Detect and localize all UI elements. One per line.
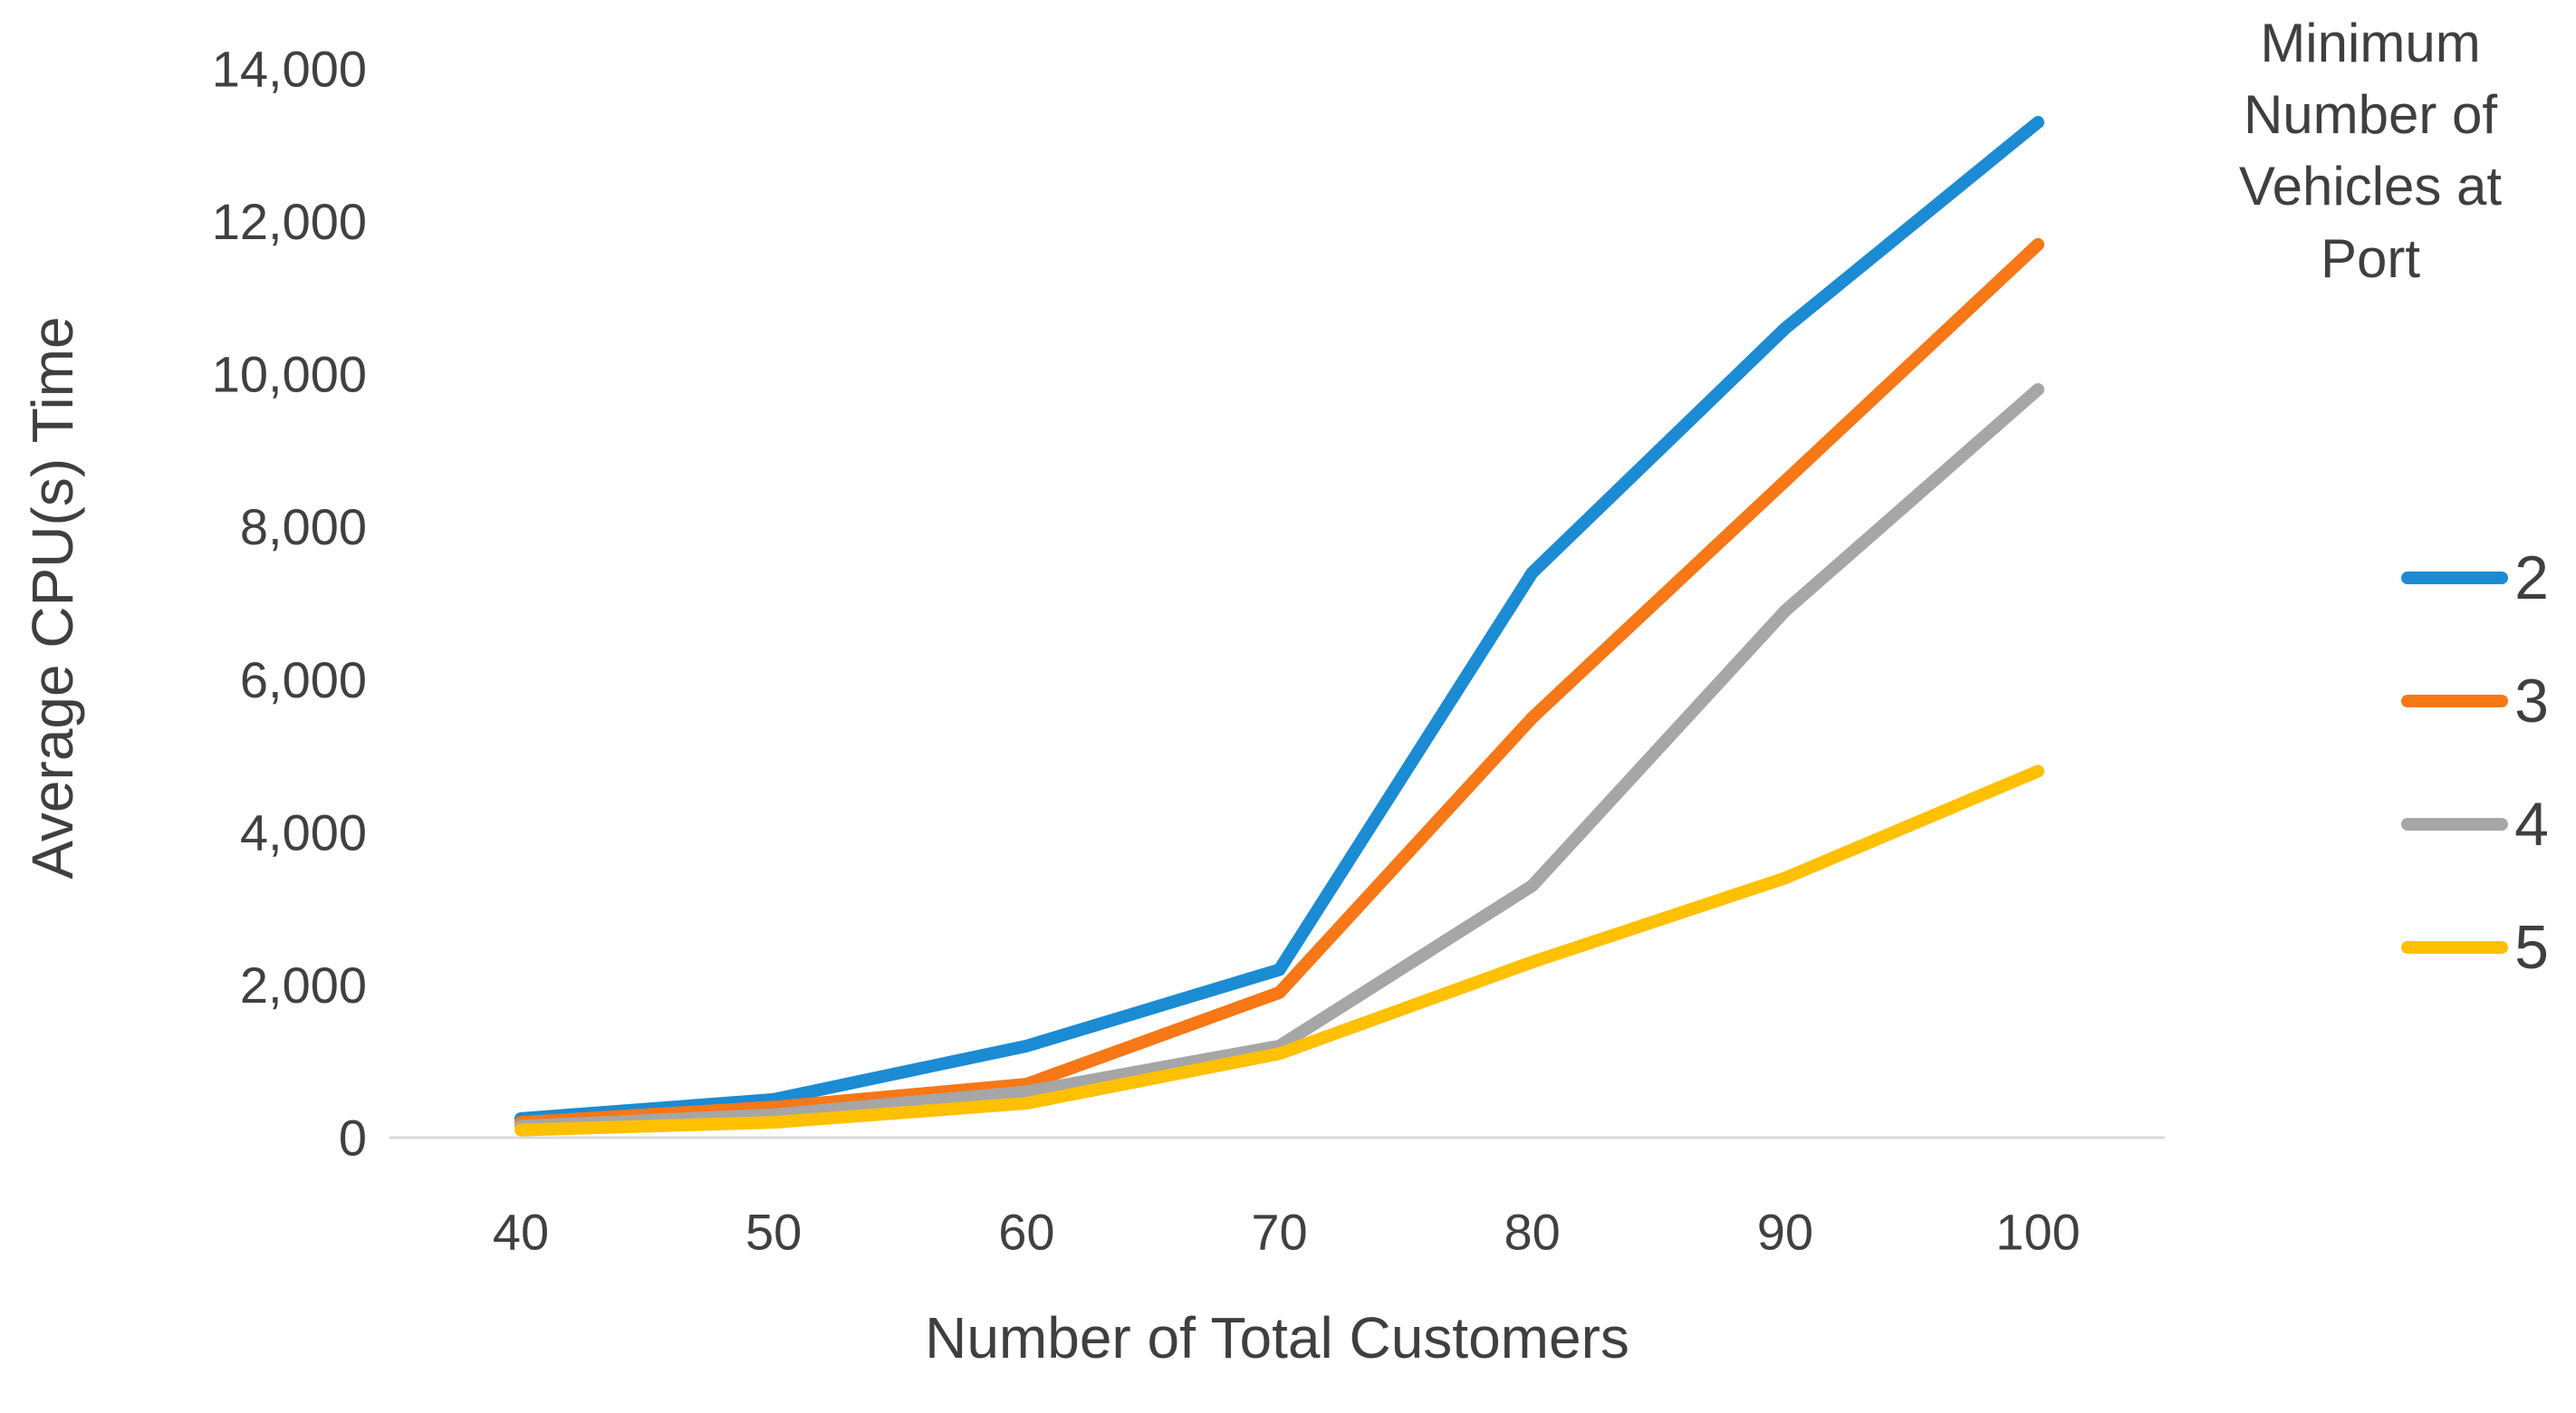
series-line-3 — [514, 237, 2045, 1129]
legend-title-line: Minimum — [2260, 13, 2481, 73]
legend-label: 2 — [2514, 543, 2549, 612]
legend-label: 4 — [2514, 790, 2549, 859]
legend-item-3: 3 — [2165, 639, 2549, 763]
series-line-4 — [514, 383, 2045, 1133]
x-tick-label: 40 — [493, 1204, 549, 1261]
legend-line-swatch — [2401, 572, 2509, 584]
x-axis-title: Number of Total Customers — [925, 1305, 1629, 1370]
legend-title-line: Number of — [2243, 84, 2498, 146]
y-tick-label: 14,000 — [212, 41, 367, 98]
legend-title-line: Vehicles at — [2238, 156, 2503, 217]
legend-line-swatch — [2401, 695, 2509, 707]
y-tick-label: 0 — [339, 1110, 367, 1167]
legend-label: 3 — [2514, 667, 2549, 735]
legend-item-5: 5 — [2165, 886, 2549, 1009]
y-tick-label: 6,000 — [240, 651, 367, 708]
legend-item-4: 4 — [2165, 763, 2549, 886]
y-tick-label: 4,000 — [240, 803, 367, 860]
x-tick-label: 60 — [998, 1204, 1054, 1261]
legend-label: 5 — [2514, 913, 2549, 982]
series-line-2 — [514, 116, 2045, 1125]
x-tick-label: 50 — [745, 1204, 802, 1261]
legend-title-line: Port — [2320, 227, 2421, 289]
x-tick-label: 100 — [1995, 1204, 2080, 1261]
legend-item-2: 2 — [2165, 516, 2549, 639]
x-tick-label: 80 — [1504, 1204, 1561, 1261]
y-tick-label: 12,000 — [212, 193, 367, 250]
y-tick-label: 8,000 — [240, 498, 367, 555]
y-tick-label: 10,000 — [212, 346, 367, 403]
series-line-5 — [514, 764, 2045, 1137]
legend-line-swatch — [2401, 818, 2509, 831]
x-tick-label: 90 — [1757, 1204, 1813, 1261]
legend-title: Minimum Number of Vehicles at Port — [2165, 7, 2576, 294]
legend-line-swatch — [2401, 941, 2509, 954]
y-tick-label: 2,000 — [240, 956, 367, 1014]
y-axis-title-text: Average CPU(s) Time — [20, 316, 85, 880]
x-tick-label: 70 — [1251, 1204, 1307, 1261]
